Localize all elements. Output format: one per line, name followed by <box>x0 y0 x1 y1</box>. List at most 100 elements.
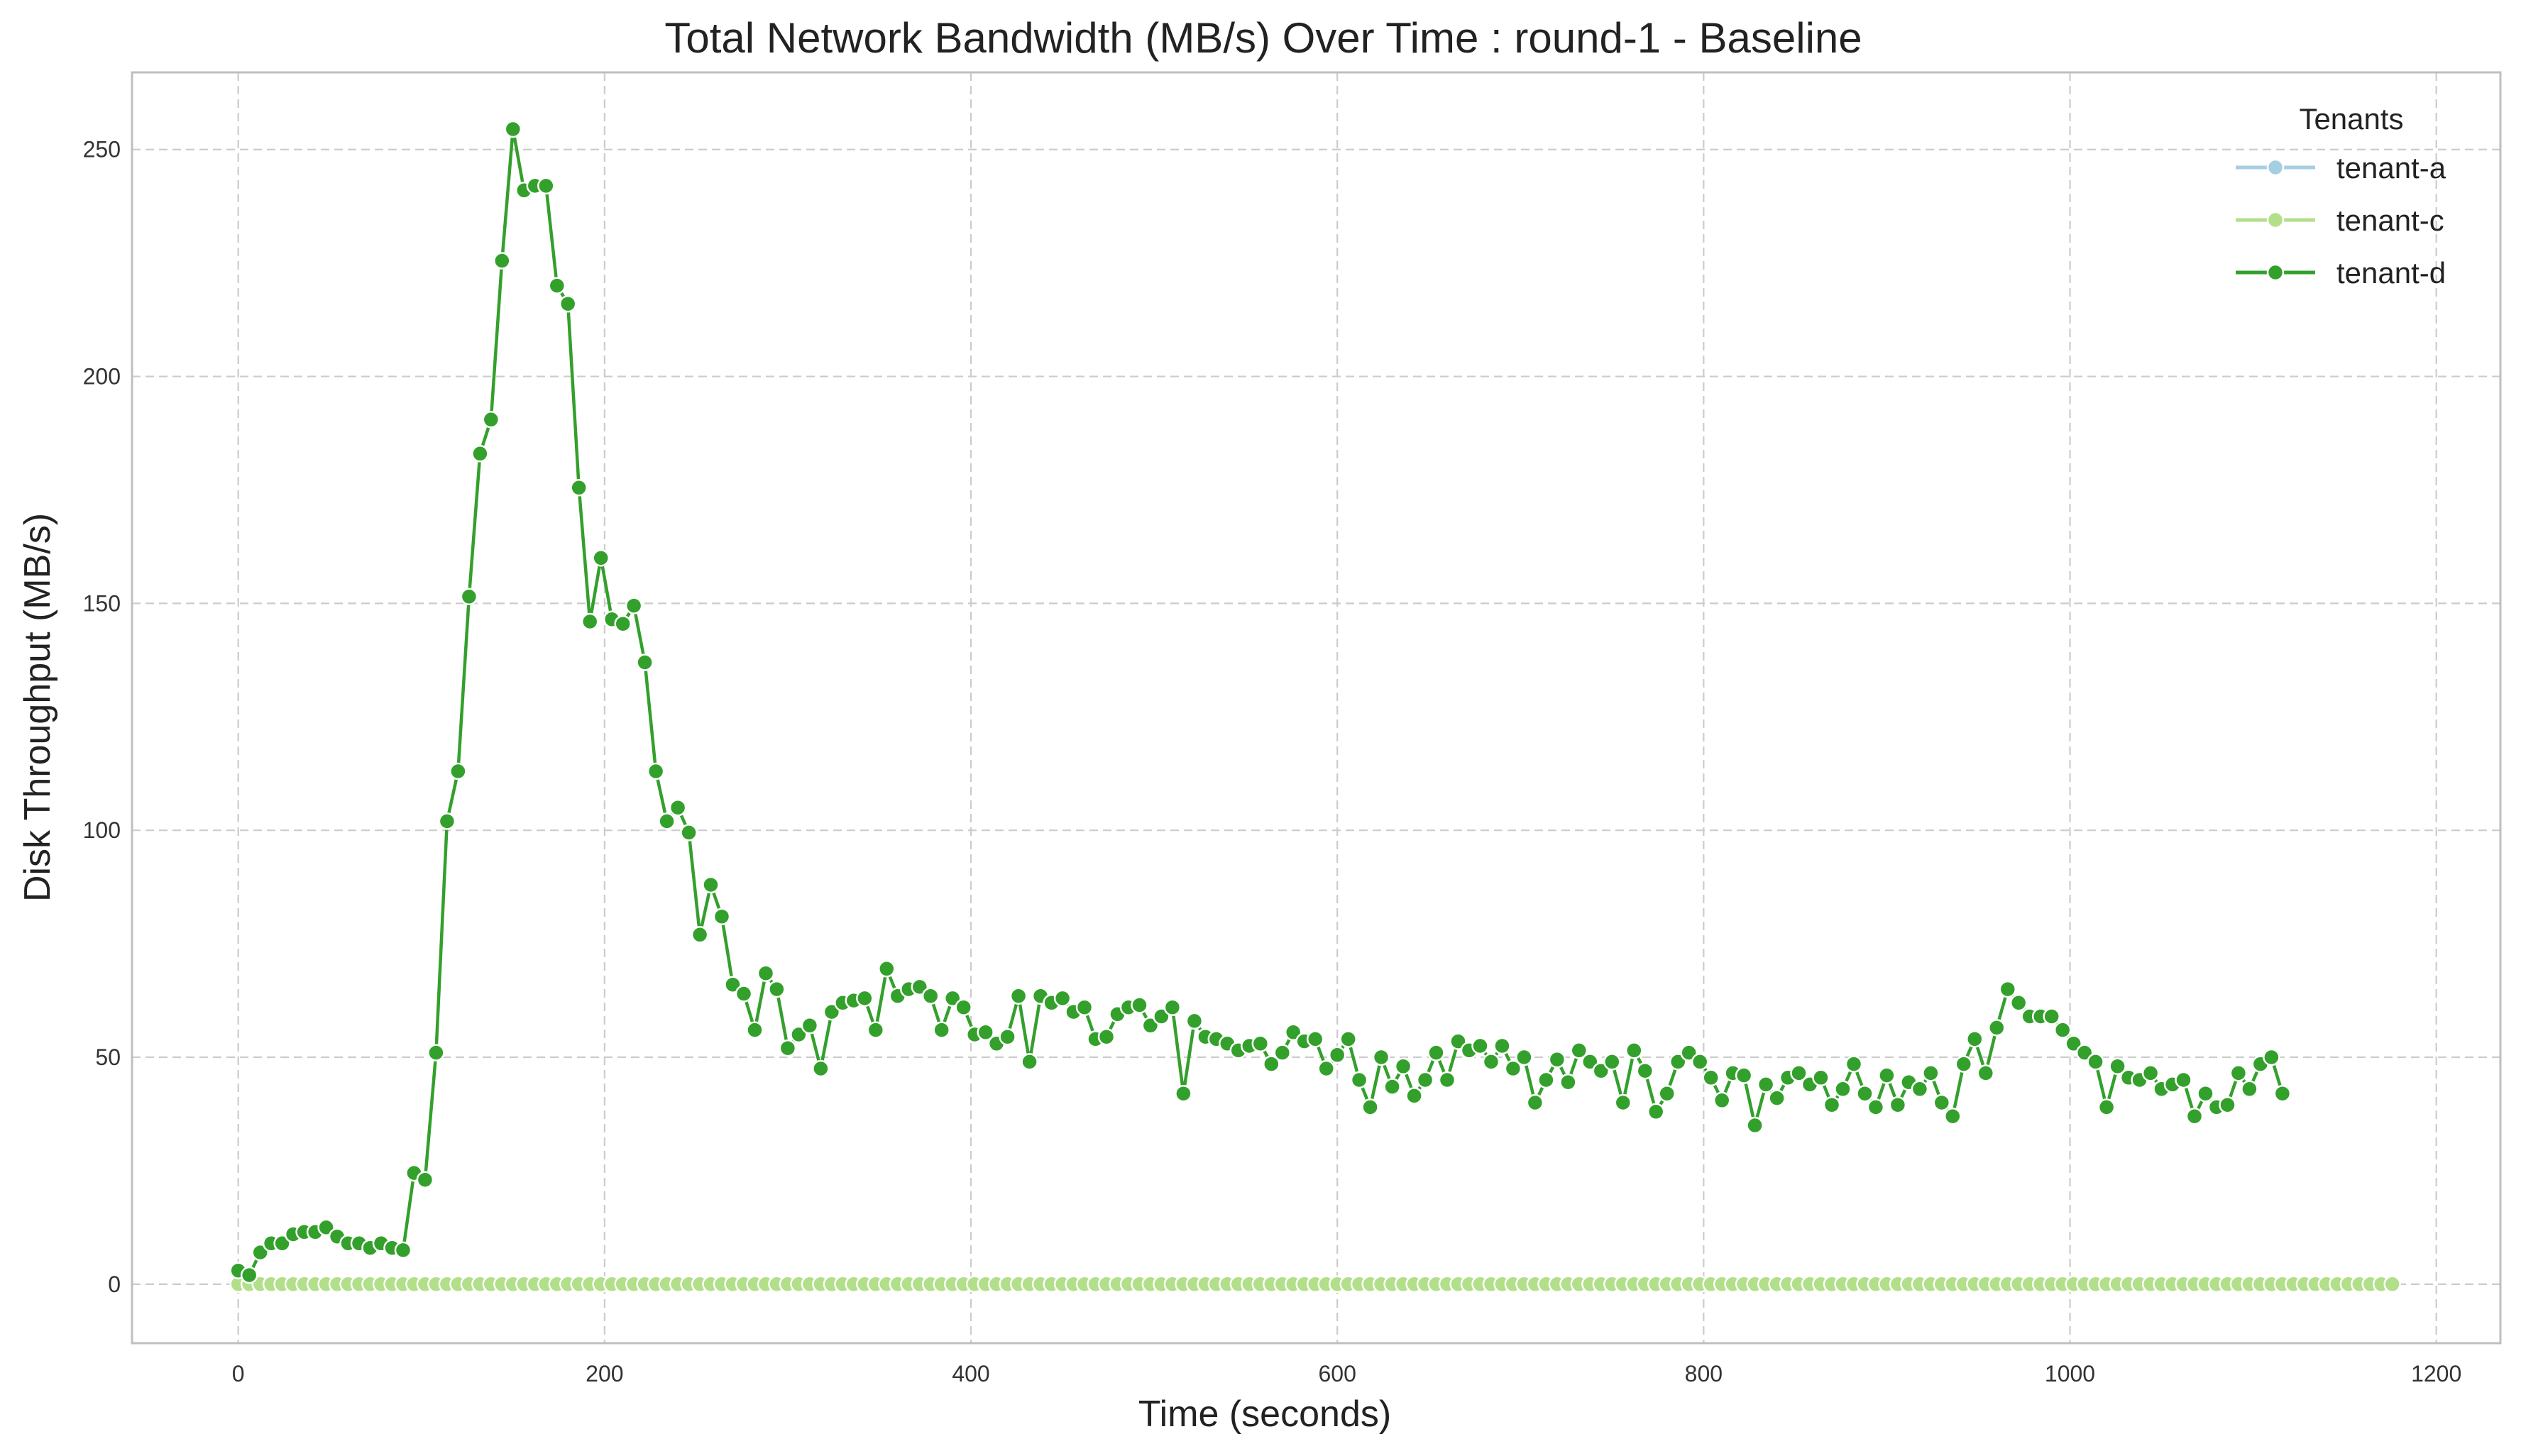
tenant-d-point <box>1933 1093 1951 1112</box>
legend-item-tenant-a: tenant-a <box>2236 151 2446 184</box>
tenant-d-point <box>1625 1042 1643 1059</box>
tenant-d-point <box>1823 1096 1841 1114</box>
tenant-d-point <box>1944 1107 1962 1125</box>
tenant-d-point <box>1350 1071 1368 1089</box>
y-tick-label: 250 <box>83 137 121 162</box>
x-tick-label: 200 <box>586 1361 623 1386</box>
legend-item-tenant-c: tenant-c <box>2236 204 2444 237</box>
tenant-d-point <box>1306 1030 1324 1048</box>
tenant-d-point <box>669 798 687 817</box>
tenant-d-point <box>2185 1107 2204 1125</box>
tenant-d-point <box>2141 1064 2160 1082</box>
tenant-d-point <box>1702 1069 1720 1087</box>
tenant-d-point <box>537 177 555 195</box>
tenant-d-point <box>680 824 698 842</box>
legend-point-marker <box>2266 211 2285 229</box>
tenant-d-point <box>647 762 665 781</box>
tenant-d-point <box>1021 1053 1038 1071</box>
tenant-d-point <box>1922 1064 1940 1082</box>
tenant-d-point <box>1263 1055 1280 1073</box>
tenant-d-point <box>2241 1080 2258 1098</box>
tenant-d-point <box>1405 1087 1423 1105</box>
tenant-d-point <box>1647 1103 1665 1121</box>
tenant-c-point <box>2383 1275 2401 1294</box>
x-tick-label: 1200 <box>2411 1361 2461 1386</box>
tenant-d-point <box>2263 1048 2280 1066</box>
chart-title: Total Network Bandwidth (MB/s) Over Time… <box>664 14 1862 62</box>
tenant-d-point <box>779 1039 797 1057</box>
series-tenant-c <box>229 1275 2401 1294</box>
tenant-d-point <box>548 277 566 294</box>
tenant-d-point <box>1856 1084 1874 1103</box>
tenant-d-point <box>1746 1116 1764 1135</box>
tenant-d-point <box>999 1027 1016 1046</box>
tenant-d-point <box>955 998 972 1016</box>
tenant-d-point <box>1372 1048 1390 1066</box>
tenant-d-point <box>1889 1096 1907 1114</box>
legend-label: tenant-a <box>2336 151 2446 184</box>
tenant-d-point <box>1680 1044 1698 1061</box>
tenant-d-point <box>823 1003 841 1021</box>
tenant-d-point <box>2197 1084 2214 1103</box>
tenant-d-point <box>658 812 676 830</box>
tenant-d-point <box>1449 1032 1467 1050</box>
tenant-d-point <box>1383 1078 1401 1096</box>
tenant-d-point <box>735 985 753 1003</box>
tenant-d-point <box>911 978 929 996</box>
tenant-d-point <box>570 479 588 497</box>
tenant-d-point <box>2075 1044 2094 1061</box>
tenant-d-point <box>1493 1037 1511 1055</box>
legend-label: tenant-c <box>2336 204 2444 237</box>
tenant-d-point <box>867 1021 885 1039</box>
tenant-d-point <box>1592 1061 1610 1080</box>
tenant-d-point <box>636 653 654 671</box>
tenant-d-point <box>460 588 478 606</box>
tenant-d-point <box>625 597 643 614</box>
tenant-d-point <box>1185 1012 1204 1030</box>
tenant-d-point <box>746 1021 764 1039</box>
tenant-d-point <box>2097 1098 2116 1116</box>
tenant-d-point <box>1581 1053 1599 1071</box>
tenant-d-point <box>482 411 500 429</box>
tenant-d-point <box>1328 1046 1346 1064</box>
tenant-d-point <box>1153 1008 1170 1025</box>
tenant-d-point <box>2229 1064 2248 1082</box>
tenant-d-point <box>394 1241 412 1259</box>
tenant-d-point <box>1790 1064 1808 1082</box>
tenant-d-point <box>1141 1017 1160 1035</box>
tenant-d-point <box>1768 1089 1786 1107</box>
tenant-d-point <box>1614 1093 1632 1112</box>
tenant-d-point <box>1636 1061 1654 1080</box>
tenant-d-point <box>2043 1008 2060 1025</box>
x-tick-label: 400 <box>952 1361 989 1386</box>
tenant-d-point <box>1988 1019 2006 1037</box>
tenant-d-point <box>856 989 874 1008</box>
legend-title: Tenants <box>2299 102 2403 136</box>
tenant-d-point <box>1999 980 2017 998</box>
tenant-d-point <box>1482 1053 1500 1071</box>
tenant-d-point <box>1251 1035 1270 1053</box>
legend-point-marker <box>2266 158 2285 177</box>
plot-frame <box>131 71 2502 1345</box>
tenant-d-point <box>1471 1037 1489 1055</box>
series-tenant-d <box>229 120 2292 1284</box>
x-tick-label: 0 <box>232 1361 245 1386</box>
tenant-d-point <box>1812 1069 1830 1087</box>
tenant-d-point <box>2087 1053 2104 1071</box>
tenant-d-point <box>1163 998 1182 1016</box>
tenant-d-point <box>1977 1064 1995 1082</box>
tenant-d-point <box>2053 1021 2072 1039</box>
tenant-d-point <box>943 989 962 1008</box>
tenant-d-point <box>691 926 709 944</box>
tenant-d-point <box>438 812 456 830</box>
tenant-d-point <box>559 294 577 313</box>
tenant-d-point <box>801 1017 819 1035</box>
tenant-d-point <box>416 1171 434 1188</box>
tenant-d-point <box>1504 1059 1522 1078</box>
tenant-d-point <box>1097 1027 1116 1046</box>
tenant-d-point <box>1394 1057 1412 1076</box>
tenant-d-point <box>1175 1084 1192 1103</box>
tenant-d-point <box>878 960 896 978</box>
tenant-d-point <box>1131 996 1148 1014</box>
